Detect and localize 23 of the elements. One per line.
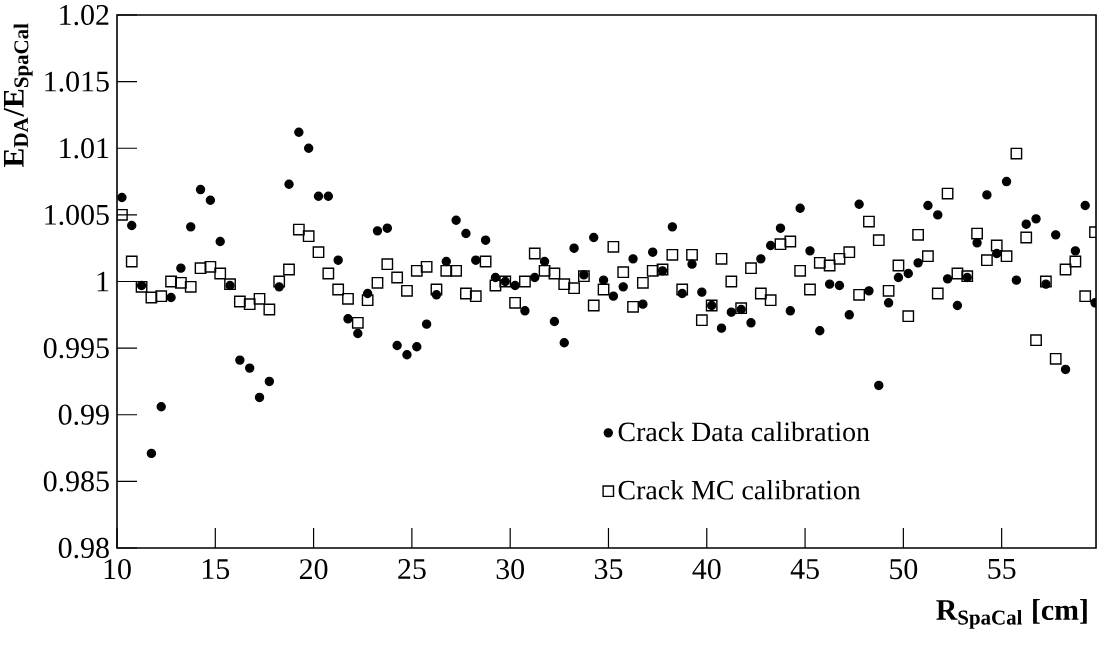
x-tick-label: 40 <box>692 559 721 580</box>
legend-label: Crack MC calibration <box>618 479 861 500</box>
x-tick-label: 30 <box>496 559 524 580</box>
x-tick-label: 45 <box>790 559 819 579</box>
y-tick-label: 1.005 <box>45 204 109 226</box>
x-tick-label: 20 <box>299 559 328 580</box>
y-tick-label: 1.02 <box>60 4 109 26</box>
y-tick-label: 0.985 <box>43 471 109 492</box>
y-axis-title: E$_{DA}$/E$_{SpaCal}$ <box>3 23 33 168</box>
x-axis-title: R$_{SpaCal}$ [cm] <box>936 599 1087 629</box>
y-tick-label: 1.01 <box>60 138 109 159</box>
x-tick-label: 35 <box>594 559 623 580</box>
y-tick-label: 0.995 <box>43 337 109 359</box>
y-tick-label: 1.015 <box>45 71 109 92</box>
y-tick-label: 0.99 <box>58 404 109 425</box>
legend-label: Crack Data calibration <box>618 421 870 442</box>
y-tick-label: 0.98 <box>58 537 109 559</box>
x-tick-label: 55 <box>988 559 1016 579</box>
x-tick-label: 50 <box>890 559 918 580</box>
x-tick-label: 15 <box>202 559 230 580</box>
x-tick-label: 10 <box>104 559 131 580</box>
x-tick-label: 25 <box>398 559 426 580</box>
y-tick-label: 1 <box>97 271 109 292</box>
